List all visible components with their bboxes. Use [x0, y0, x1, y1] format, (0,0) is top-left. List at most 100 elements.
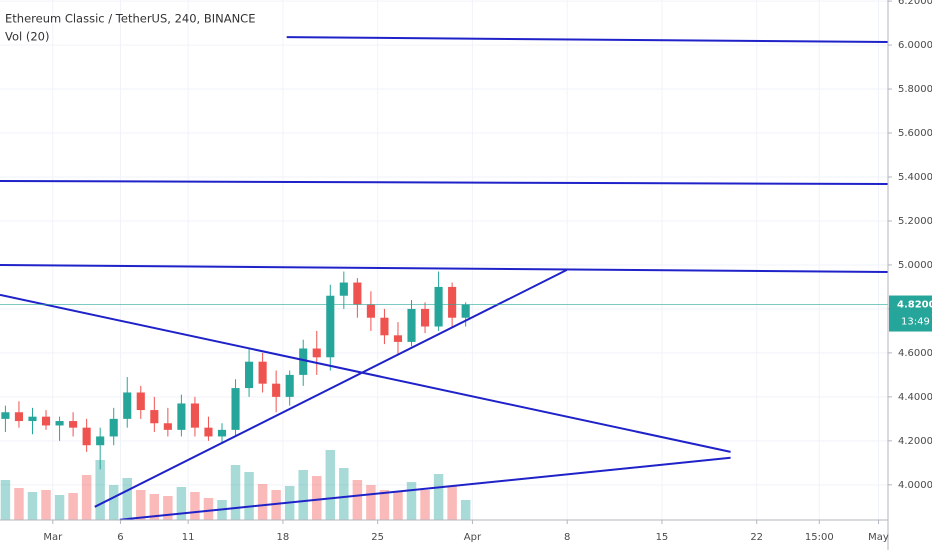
volume-bar: [420, 490, 430, 520]
x-tick-label: Apr: [464, 532, 482, 543]
volume-bar: [339, 468, 349, 520]
candle-body: [272, 383, 281, 397]
candle-body: [245, 361, 254, 389]
volume-bar: [0, 480, 11, 520]
candle-body: [231, 388, 240, 430]
volume-bar: [379, 490, 390, 520]
candle-body: [366, 304, 375, 318]
y-tick-label: 5.6000: [898, 128, 932, 139]
candle-body: [461, 304, 470, 318]
candle-body: [109, 418, 118, 437]
candle-body: [41, 416, 51, 426]
x-tick-label: 6: [117, 532, 123, 543]
volume-bar: [81, 475, 92, 520]
candle-body: [177, 403, 186, 430]
candles: [1, 271, 470, 470]
volume-bar: [176, 487, 187, 520]
volume-bar: [95, 460, 105, 520]
candle-body: [204, 427, 213, 437]
volume-bar: [163, 496, 173, 520]
y-tick-label: 5.0000: [898, 260, 932, 271]
candle-body: [258, 361, 267, 384]
volume-bar: [14, 488, 24, 520]
volume-bar: [230, 465, 241, 520]
x-tick-label: 15: [656, 532, 669, 543]
candle-body: [339, 282, 348, 296]
volume-bar: [447, 486, 457, 520]
volume-bar: [312, 476, 322, 520]
candle-body: [285, 374, 294, 397]
trend-line: [0, 293, 731, 453]
grid: [0, 0, 888, 520]
volume-bar: [108, 485, 119, 520]
volume-bar: [41, 490, 51, 520]
candle-body: [190, 403, 199, 428]
candle-body: [123, 392, 132, 419]
countdown-label: 13:49: [901, 317, 930, 328]
volume-bar: [149, 494, 160, 520]
x-tick-label: 11: [182, 532, 195, 543]
x-tick-label: 8: [564, 532, 570, 543]
indicator-label: Vol (20): [5, 30, 49, 44]
volume-bar: [190, 492, 200, 520]
volume-bar: [271, 490, 281, 520]
candle-body: [28, 416, 37, 422]
y-tick-label: 4.6000: [898, 348, 932, 359]
volume-bar: [203, 498, 214, 520]
y-tick-label: 6.2000: [898, 0, 932, 7]
candle-body: [326, 295, 335, 358]
y-tick-label: 4.4000: [898, 392, 932, 403]
trend-line: [119, 456, 731, 521]
candle-body: [420, 308, 430, 327]
candle-body: [312, 348, 321, 358]
candle-body: [163, 423, 172, 430]
x-tick-label: 25: [371, 532, 384, 543]
axes: 4.00004.20004.40004.60004.80005.00005.20…: [43, 0, 932, 543]
volume-bar: [68, 493, 78, 520]
volume-bar: [54, 495, 65, 520]
chart-title: Ethereum Classic / TetherUS, 240, BINANC…: [5, 12, 255, 26]
volume-bar: [27, 492, 38, 520]
candle-body: [380, 317, 389, 336]
y-tick-label: 5.2000: [898, 216, 932, 227]
volume-bar: [366, 485, 376, 520]
candle-body: [136, 392, 145, 411]
candle-body: [96, 436, 105, 446]
y-tick-label: 6.0000: [898, 40, 932, 51]
volume-bar: [433, 474, 444, 520]
candle-body: [299, 348, 308, 375]
last-price-label: 4.8200: [897, 300, 932, 311]
volume-bar: [352, 480, 363, 520]
candle-body: [14, 412, 24, 422]
volume-bar: [257, 484, 268, 520]
trend-line: [94, 269, 568, 508]
candle-body: [407, 308, 416, 342]
drawings: [0, 36, 889, 521]
candle-body: [82, 427, 91, 446]
trend-line: [0, 179, 889, 186]
candle-body: [434, 286, 443, 327]
candle-body: [55, 421, 64, 426]
x-tick-label: Mar: [43, 532, 63, 543]
x-tick-label: 15:00: [805, 532, 834, 543]
volume-bar: [406, 482, 417, 520]
candle-body: [448, 286, 457, 318]
x-tick-label: 18: [277, 532, 290, 543]
x-tick-label: May: [868, 532, 889, 543]
trend-line: [0, 263, 889, 273]
candle-body: [69, 421, 78, 428]
volume-bar: [136, 490, 146, 520]
candle-body: [1, 412, 10, 419]
volume-bar: [393, 492, 403, 520]
volume-bar: [460, 500, 471, 520]
trend-line: [286, 36, 889, 43]
candle-body: [150, 410, 159, 424]
y-tick-label: 4.0000: [898, 480, 932, 491]
volume-bar: [298, 470, 308, 520]
candle-body: [393, 335, 403, 342]
volume-bar: [122, 478, 132, 520]
volume-bar: [325, 450, 336, 520]
